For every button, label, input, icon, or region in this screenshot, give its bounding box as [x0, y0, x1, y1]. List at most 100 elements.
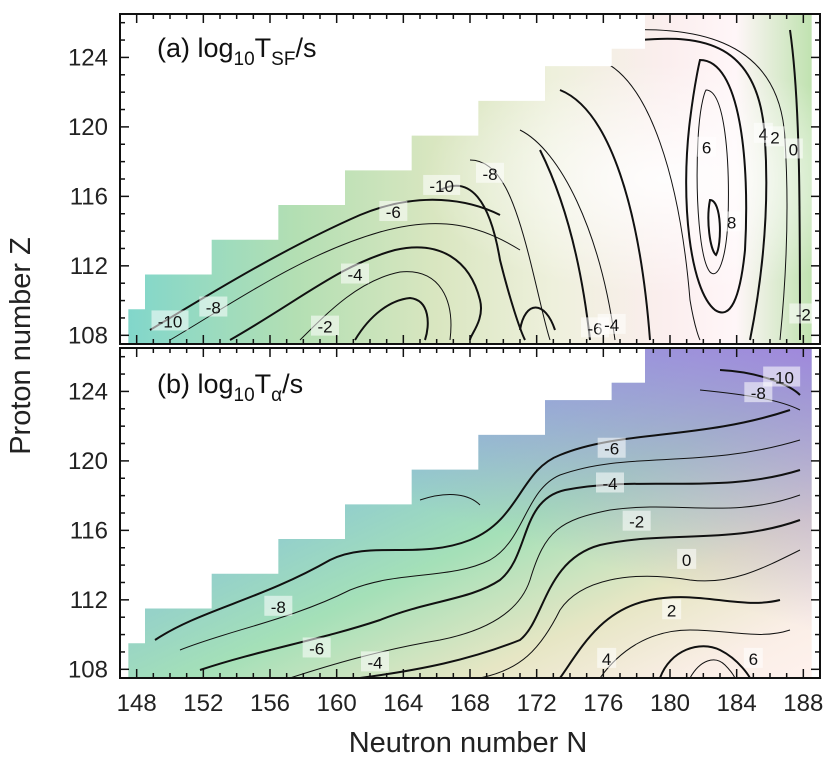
contour-line [685, 58, 748, 314]
x-tick-label: 156 [250, 690, 290, 717]
contour-label-bg [597, 647, 617, 668]
contour-line [707, 198, 721, 257]
y-tick-label: 112 [70, 587, 108, 614]
contour-label-bg [264, 595, 293, 616]
panel-b-title: (b) log10Tα/s [157, 369, 303, 406]
x-tick-label: 188 [783, 690, 823, 717]
x-tick-label: 164 [383, 690, 423, 717]
contour-label: -2 [629, 513, 644, 532]
contour-label: -6 [309, 639, 324, 658]
y-axis-title: Proton number Z [5, 237, 37, 455]
contour-label: -2 [317, 318, 332, 337]
contour-label: -10 [429, 177, 454, 196]
y-tick-label: 120 [68, 114, 108, 141]
contour-label: 4 [759, 125, 768, 144]
contour-label: -8 [482, 165, 497, 184]
contour-label: -10 [769, 369, 794, 388]
contour-label: -4 [602, 474, 617, 493]
contour-label-bg [476, 162, 504, 183]
contour-line [696, 89, 729, 275]
y-tick-label: 124 [68, 378, 108, 405]
contour-label: 2 [770, 128, 779, 147]
contour-line [149, 198, 501, 331]
contour-label: 6 [749, 650, 758, 669]
x-tick-label: 168 [450, 690, 490, 717]
contour-label: -4 [347, 266, 362, 285]
contour-line [154, 409, 791, 641]
contour-label-bg [722, 211, 742, 232]
contour-line [519, 306, 556, 331]
contour-label-bg [151, 310, 189, 331]
contour-label: -6 [386, 203, 401, 222]
panel-a-title: (a) log10TSF/s [157, 33, 316, 70]
y-tick-label: 120 [68, 448, 108, 475]
contour-label-bg [765, 126, 785, 147]
y-tick-label: 116 [70, 517, 108, 544]
contour-label-bg [662, 599, 682, 620]
x-tick-label: 172 [517, 690, 557, 717]
panel-a-ticks: 108 112 116 120 124 [68, 14, 820, 349]
contour-line [559, 89, 651, 341]
panel-b-ticks: 108 112 116 120 124 [68, 348, 820, 683]
x-tick-label: 148 [117, 690, 157, 717]
contour-label-bg [789, 303, 818, 324]
contour-line [599, 629, 791, 678]
contour-line [559, 596, 781, 678]
contour-label: 6 [702, 139, 711, 158]
y-tick-label: 112 [70, 253, 108, 280]
contour-label-bg [697, 136, 717, 157]
contour-label: -4 [367, 653, 382, 672]
panel-a-highlight [128, 14, 812, 344]
contour-label-bg [596, 472, 624, 493]
contour-label-bg [199, 296, 228, 317]
y-tick-label: 108 [68, 322, 108, 349]
contour-line [299, 271, 452, 341]
contour-label-bg [783, 138, 803, 159]
contour-line [789, 29, 801, 341]
contour-label: 8 [727, 213, 736, 232]
contour-line [419, 494, 481, 506]
contour-line [179, 439, 801, 651]
contour-line [359, 519, 801, 678]
y-tick-label: 108 [68, 656, 108, 683]
contour-label-bg [379, 201, 408, 221]
contour-line [479, 549, 801, 678]
contour-label-bg [341, 263, 369, 284]
contour-label-bg [597, 313, 626, 334]
contour-label: -10 [158, 312, 183, 331]
x-axis-title: Neutron number N [349, 727, 588, 759]
contour-line [229, 246, 483, 341]
panel-a: (a) log10TSF/s -10-8-2-4-6-10-8-6 -4-2684… [68, 13, 821, 349]
x-tick-label: 160 [317, 690, 357, 717]
x-tick-labels: 148 152 156 160 164 168 172 176 180 184 188 [117, 690, 824, 717]
contour-label: -8 [271, 598, 286, 617]
contour-label: -4 [604, 316, 619, 335]
contour-line [519, 129, 616, 341]
x-tick-label: 180 [650, 690, 690, 717]
contour-label-bg [311, 315, 339, 336]
contour-label: 0 [789, 140, 798, 159]
contour-label: -8 [206, 299, 221, 318]
contour-line [689, 659, 736, 678]
contour-line [289, 494, 801, 678]
contour-label-bg [423, 174, 461, 195]
x-tick-label: 184 [717, 690, 757, 717]
x-tick-label: 176 [583, 690, 623, 717]
contour-label-bg [597, 437, 626, 458]
y-tick-label: 116 [70, 183, 108, 210]
contour-line [354, 296, 429, 341]
contour-label-bg [763, 366, 801, 387]
contour-line [439, 184, 526, 341]
contour-line [199, 469, 801, 671]
contour-line [599, 59, 701, 341]
contour-label-bg [744, 382, 773, 403]
contour-label: -6 [604, 440, 619, 459]
contour-label: -8 [751, 384, 766, 403]
contour-label-bg [677, 548, 697, 569]
contour-label-bg [361, 651, 389, 672]
